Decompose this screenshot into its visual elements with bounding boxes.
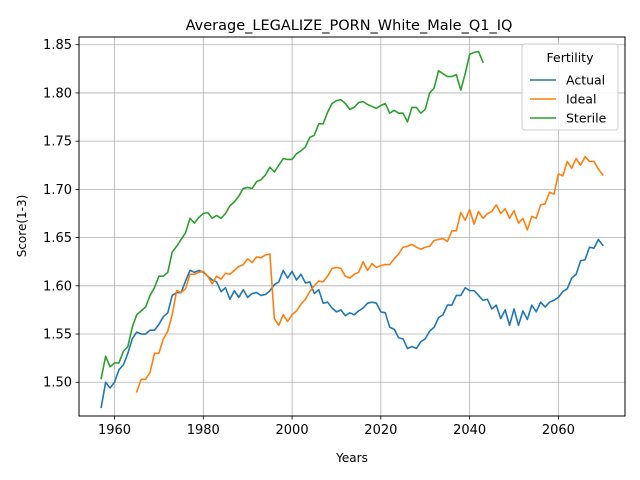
grid — [79, 37, 625, 416]
legend-box — [521, 43, 619, 131]
y-tick-label: 1.70 — [43, 183, 72, 198]
series-line-sterile — [100, 50, 484, 380]
legend-items: Actual Ideal Sterile — [530, 73, 607, 126]
y-tick-label: 1.75 — [43, 135, 72, 150]
series-lines — [100, 50, 604, 409]
chart-title: Average_LEGALIZE_PORN_White_Male_Q1_IQ — [186, 18, 513, 34]
y-tick-label: 1.80 — [43, 86, 72, 101]
y-tick-label: 1.50 — [43, 376, 72, 391]
legend-label-sterile: Sterile — [566, 111, 607, 126]
x-tick-label: 2060 — [542, 423, 575, 438]
legend-label-actual: Actual — [566, 73, 605, 88]
x-axis: 1960 1980 2000 2020 2040 2060 — [98, 416, 575, 438]
x-tick-label: 2040 — [453, 423, 486, 438]
legend-title: Fertility — [547, 50, 595, 65]
x-tick-label: 2020 — [364, 423, 397, 438]
legend-label-ideal: Ideal — [566, 92, 596, 107]
x-axis-label: Years — [335, 451, 368, 465]
y-tick-label: 1.85 — [43, 38, 72, 53]
x-tick-label: 2000 — [276, 423, 309, 438]
y-tick-label: 1.55 — [43, 328, 72, 343]
series-line-actual — [100, 238, 604, 409]
y-axis: 1.50 1.55 1.60 1.65 1.70 1.75 1.80 1.85 — [43, 38, 79, 391]
y-tick-label: 1.60 — [43, 279, 72, 294]
y-tick-label: 1.65 — [43, 231, 72, 246]
x-tick-label: 1960 — [98, 423, 131, 438]
x-tick-label: 1980 — [187, 423, 220, 438]
legend: Fertility Actual Ideal Sterile — [521, 43, 619, 131]
plot-frame — [78, 36, 626, 417]
y-axis-label: Score(1-3) — [15, 195, 29, 258]
series-line-ideal — [135, 155, 604, 393]
